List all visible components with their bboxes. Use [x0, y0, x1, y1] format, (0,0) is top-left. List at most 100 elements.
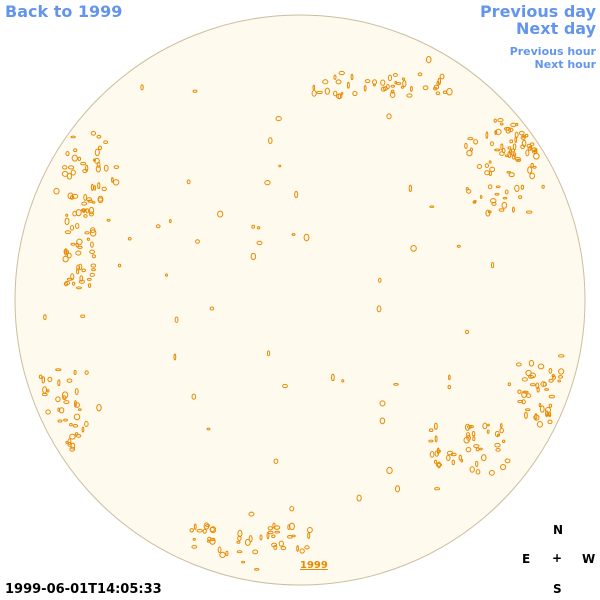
region-contour	[254, 567, 260, 571]
region-contour	[409, 85, 413, 92]
region-contour	[73, 369, 77, 375]
region-contour	[385, 84, 390, 90]
region-contour	[509, 149, 513, 156]
region-contour	[487, 184, 493, 190]
region-contour	[93, 158, 97, 162]
region-contour	[106, 218, 111, 222]
region-contour	[57, 379, 61, 387]
region-contour	[250, 252, 257, 261]
region-contour	[61, 165, 68, 170]
region-contour	[472, 436, 476, 442]
region-contour	[111, 176, 114, 183]
region-contour	[558, 368, 565, 375]
region-contour	[527, 166, 533, 174]
region-contour	[446, 454, 451, 462]
next-hour-link[interactable]: Next hour	[534, 58, 597, 71]
region-contour	[273, 458, 279, 464]
region-contour	[527, 146, 533, 151]
region-contour	[65, 213, 69, 217]
region-contour	[437, 461, 441, 469]
region-contour	[471, 431, 476, 437]
region-contour	[273, 544, 278, 550]
region-contour	[307, 527, 313, 534]
region-contour	[90, 183, 94, 192]
region-contour	[112, 179, 120, 186]
region-contour	[93, 185, 97, 191]
region-contour	[96, 161, 101, 168]
region-contour	[73, 148, 78, 153]
region-contour	[479, 447, 483, 451]
region-contour	[518, 130, 525, 136]
region-contour	[511, 206, 515, 213]
timestamp: 1999-06-01T14:05:33	[5, 582, 162, 597]
region-contour	[504, 189, 509, 195]
region-contour	[70, 242, 76, 246]
region-contour	[266, 531, 270, 540]
region-contour	[536, 386, 540, 393]
region-contour	[529, 383, 536, 387]
region-contour	[489, 141, 494, 147]
previous-hour-link[interactable]: Previous hour	[509, 45, 596, 58]
region-contour	[520, 184, 525, 190]
region-contour	[389, 91, 396, 99]
region-contour	[524, 133, 529, 138]
region-contour	[97, 145, 103, 151]
region-contour	[81, 426, 85, 433]
region-contour	[280, 546, 287, 551]
region-contour	[203, 522, 210, 530]
region-contour	[62, 255, 69, 263]
region-contour	[291, 534, 296, 538]
region-contour	[548, 403, 553, 408]
region-contour	[173, 353, 177, 361]
region-contour	[272, 522, 276, 529]
region-contour	[80, 314, 86, 318]
region-contour	[494, 442, 501, 448]
region-contour	[79, 275, 84, 282]
region-contour	[84, 231, 90, 235]
region-contour	[191, 393, 197, 400]
region-contour	[296, 545, 299, 552]
region-contour	[475, 469, 481, 475]
previous-day-link[interactable]: Previous day	[479, 2, 596, 21]
region-contour	[538, 402, 542, 408]
region-contour	[267, 526, 273, 531]
region-contour	[282, 383, 288, 389]
region-contour	[480, 454, 487, 462]
region-contour	[75, 433, 82, 438]
region-contour	[486, 429, 490, 434]
region-contour	[304, 545, 310, 550]
region-contour	[466, 189, 472, 194]
back-link[interactable]: Back to 1999	[5, 2, 123, 21]
region-contour	[76, 268, 80, 275]
region-contour	[525, 210, 533, 214]
region-contour	[316, 90, 323, 95]
region-contour	[500, 423, 503, 429]
region-contour	[55, 368, 62, 372]
region-contour	[529, 372, 536, 379]
region-contour	[312, 84, 316, 91]
region-contour	[322, 79, 329, 85]
region-contour	[393, 382, 399, 386]
year-link[interactable]: 1999	[300, 560, 328, 571]
region-contour	[335, 79, 342, 85]
region-contour	[502, 196, 508, 200]
region-contour	[91, 268, 96, 272]
region-contour	[67, 165, 75, 170]
region-contour	[390, 89, 395, 94]
region-contour	[463, 436, 470, 444]
region-contour	[512, 152, 517, 158]
region-contour	[544, 388, 549, 391]
region-contour	[448, 374, 451, 381]
region-contour	[89, 272, 95, 277]
region-contour	[275, 116, 282, 122]
region-contour	[237, 535, 242, 541]
region-contour	[456, 244, 461, 248]
next-day-link[interactable]: Next day	[516, 19, 596, 38]
region-contour	[434, 450, 439, 457]
region-contour	[428, 428, 434, 433]
region-contour	[46, 389, 50, 393]
region-contour	[387, 74, 393, 82]
region-contour	[473, 444, 480, 449]
region-contour	[202, 528, 207, 534]
region-contour	[69, 433, 76, 440]
